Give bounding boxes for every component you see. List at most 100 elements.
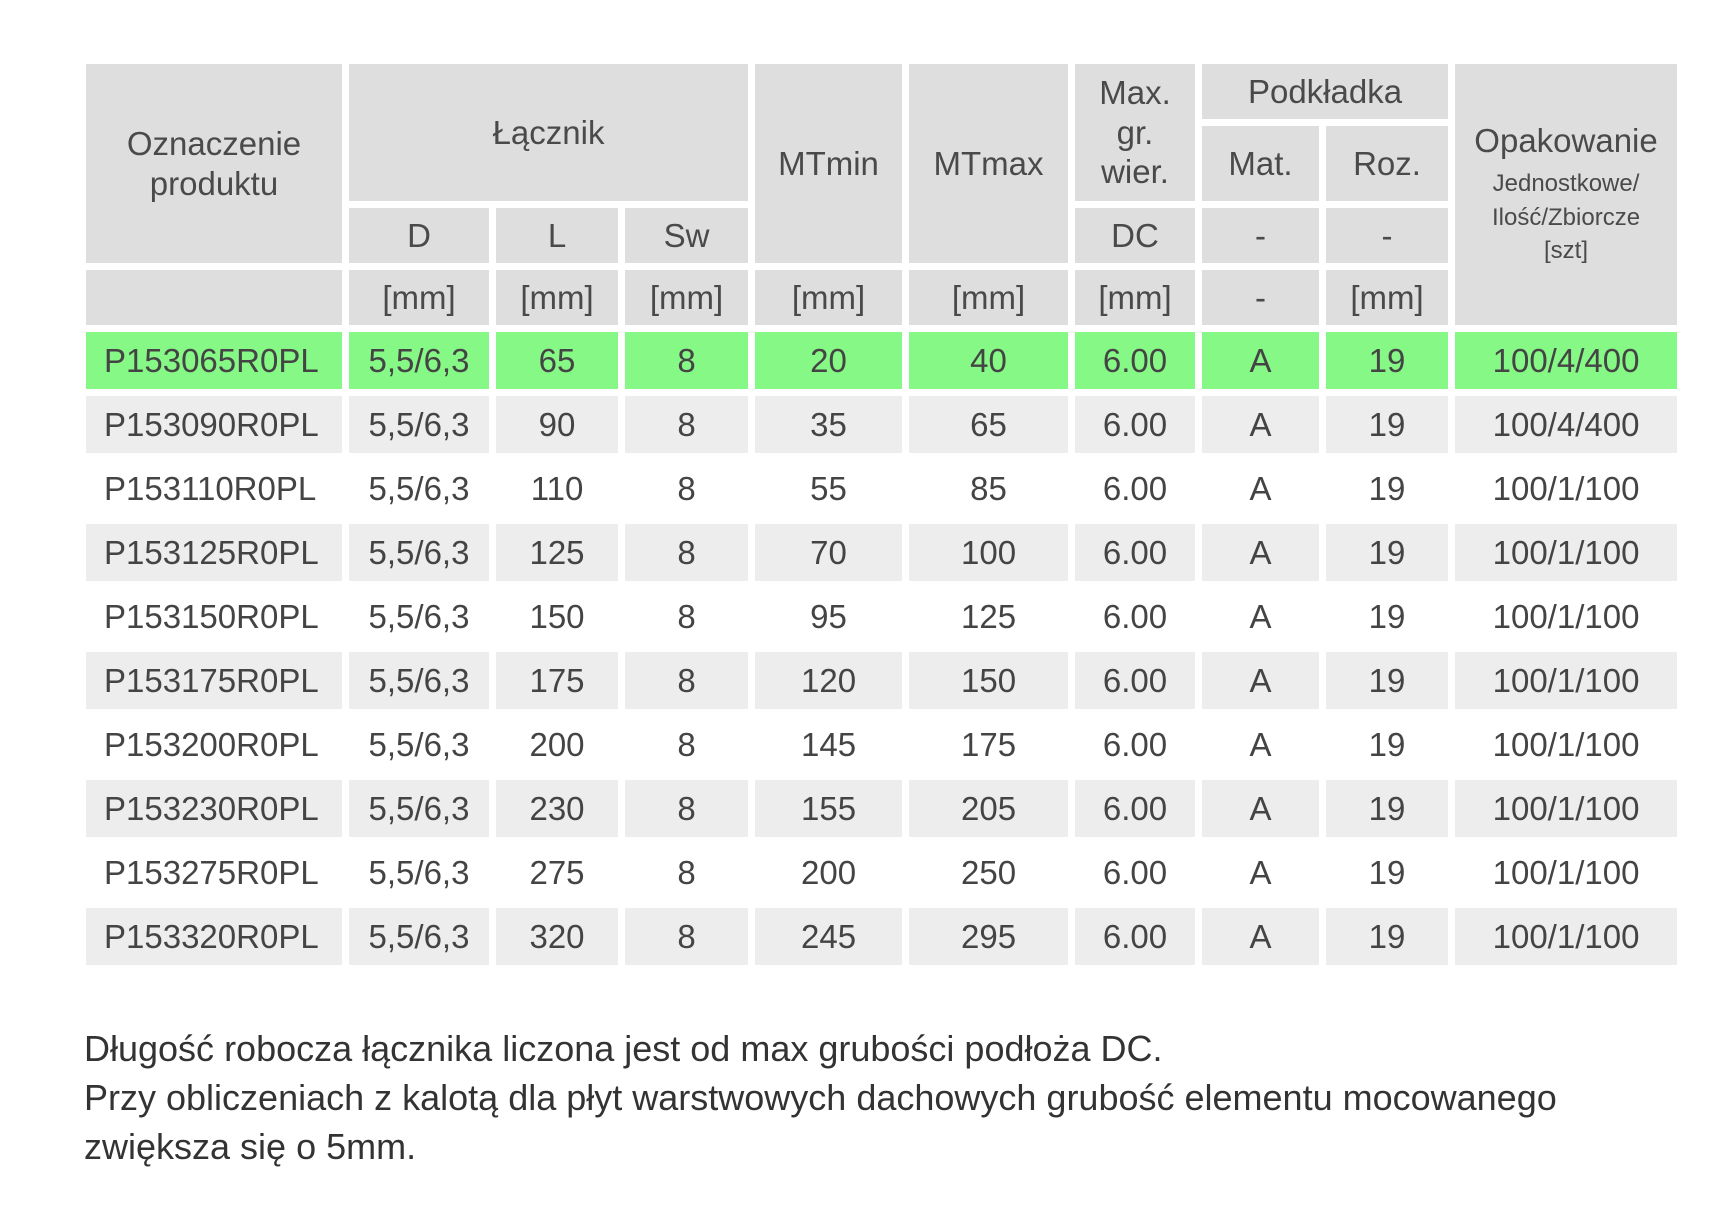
cell-code: P153125R0PL: [86, 524, 342, 581]
cell-mt-max: 125: [909, 588, 1069, 645]
cell-code: P153200R0PL: [86, 716, 342, 773]
cell-code: P153320R0PL: [86, 908, 342, 965]
cell-mat: A: [1202, 908, 1320, 965]
header-d: D: [349, 208, 489, 263]
cell-sw: 8: [625, 588, 749, 645]
cell-dc: 6.00: [1075, 780, 1196, 837]
cell-mat: A: [1202, 460, 1320, 517]
cell-mt-max: 295: [909, 908, 1069, 965]
cell-l: 230: [496, 780, 618, 837]
cell-mt-min: 200: [755, 844, 903, 901]
header-dc: DC: [1075, 208, 1196, 263]
cell-dc: 6.00: [1075, 396, 1196, 453]
cell-roz: 19: [1326, 716, 1449, 773]
cell-roz: 19: [1326, 780, 1449, 837]
cell-mat: A: [1202, 524, 1320, 581]
packaging-label: Opakowanie: [1474, 122, 1658, 160]
header-mat-sub: -: [1202, 208, 1320, 263]
header-max-thickness: Max. gr. wier.: [1075, 64, 1196, 201]
cell-pack: 100/1/100: [1455, 716, 1678, 773]
cell-mt-max: 205: [909, 780, 1069, 837]
cell-sw: 8: [625, 460, 749, 517]
cell-code: P153065R0PL: [86, 332, 342, 389]
cell-mt-max: 150: [909, 652, 1069, 709]
header-empty-cell: [86, 270, 342, 325]
cell-l: 65: [496, 332, 618, 389]
table-row: P153200R0PL 5,5/6,3 200 8 145 175 6.00 A 19 100/1…: [86, 716, 1678, 773]
cell-mat: A: [1202, 396, 1320, 453]
cell-d: 5,5/6,3: [349, 780, 489, 837]
cell-pack: 100/1/100: [1455, 780, 1678, 837]
cell-mt-min: 245: [755, 908, 903, 965]
header-mt-min: MTmin: [755, 64, 903, 263]
cell-pack: 100/1/100: [1455, 460, 1678, 517]
cell-mt-min: 120: [755, 652, 903, 709]
cell-roz: 19: [1326, 844, 1449, 901]
cell-mt-max: 100: [909, 524, 1069, 581]
cell-mat: A: [1202, 588, 1320, 645]
cell-d: 5,5/6,3: [349, 844, 489, 901]
packaging-sub-label: Jednostkowe/ Ilość/Zbiorcze [szt]: [1492, 169, 1641, 265]
cell-mat: A: [1202, 332, 1320, 389]
cell-mat: A: [1202, 844, 1320, 901]
cell-code: P153150R0PL: [86, 588, 342, 645]
cell-roz: 19: [1326, 524, 1449, 581]
unit-l: [mm]: [496, 270, 618, 325]
table-row: P153125R0PL 5,5/6,3 125 8 70 100 6.00 A 19 100/1/…: [86, 524, 1678, 581]
header-washer: Podkładka: [1202, 64, 1449, 119]
cell-d: 5,5/6,3: [349, 908, 489, 965]
cell-mt-min: 155: [755, 780, 903, 837]
header-l: L: [496, 208, 618, 263]
table-row: P153320R0PL 5,5/6,3 320 8 245 295 6.00 A 19 100/1…: [86, 908, 1678, 965]
cell-pack: 100/1/100: [1455, 844, 1678, 901]
header-roz-sub: -: [1326, 208, 1449, 263]
cell-code: P153230R0PL: [86, 780, 342, 837]
cell-mt-max: 250: [909, 844, 1069, 901]
cell-mt-max: 85: [909, 460, 1069, 517]
unit-mt-max: [mm]: [909, 270, 1069, 325]
cell-mt-min: 35: [755, 396, 903, 453]
cell-sw: 8: [625, 844, 749, 901]
cell-sw: 8: [625, 652, 749, 709]
header-mt-max: MTmax: [909, 64, 1069, 263]
cell-roz: 19: [1326, 908, 1449, 965]
unit-mat: -: [1202, 270, 1320, 325]
cell-d: 5,5/6,3: [349, 460, 489, 517]
cell-mt-min: 20: [755, 332, 903, 389]
notes: Długość robocza łącznika liczona jest od…: [84, 1024, 1684, 1171]
cell-mat: A: [1202, 780, 1320, 837]
table-body: P153065R0PL 5,5/6,3 65 8 20 40 6.00 A 19 100/4/40…: [86, 332, 1678, 965]
unit-dc: [mm]: [1075, 270, 1196, 325]
cell-mat: A: [1202, 716, 1320, 773]
table-row: P153110R0PL 5,5/6,3 110 8 55 85 6.00 A 19 100/1/1…: [86, 460, 1678, 517]
cell-l: 175: [496, 652, 618, 709]
table-row: P153065R0PL 5,5/6,3 65 8 20 40 6.00 A 19 100/4/40…: [86, 332, 1678, 389]
table-row: P153175R0PL 5,5/6,3 175 8 120 150 6.00 A 19 100/1…: [86, 652, 1678, 709]
cell-dc: 6.00: [1075, 844, 1196, 901]
cell-mt-max: 40: [909, 332, 1069, 389]
cell-l: 200: [496, 716, 618, 773]
spec-table: Oznaczenie produktu Łącznik MTmin MTmax …: [79, 57, 1684, 972]
cell-dc: 6.00: [1075, 716, 1196, 773]
unit-roz: [mm]: [1326, 270, 1449, 325]
unit-mt-min: [mm]: [755, 270, 903, 325]
cell-roz: 19: [1326, 332, 1449, 389]
cell-pack: 100/1/100: [1455, 524, 1678, 581]
cell-l: 320: [496, 908, 618, 965]
table-row: P153090R0PL 5,5/6,3 90 8 35 65 6.00 A 19 100/4/40…: [86, 396, 1678, 453]
header-sw: Sw: [625, 208, 749, 263]
cell-pack: 100/1/100: [1455, 652, 1678, 709]
cell-mt-min: 55: [755, 460, 903, 517]
cell-dc: 6.00: [1075, 908, 1196, 965]
cell-d: 5,5/6,3: [349, 652, 489, 709]
cell-l: 275: [496, 844, 618, 901]
header-packaging: Opakowanie Jednostkowe/ Ilość/Zbiorcze […: [1455, 64, 1678, 325]
header-fastener: Łącznik: [349, 64, 749, 201]
cell-code: P153090R0PL: [86, 396, 342, 453]
cell-mt-min: 145: [755, 716, 903, 773]
cell-sw: 8: [625, 332, 749, 389]
cell-d: 5,5/6,3: [349, 524, 489, 581]
cell-sw: 8: [625, 780, 749, 837]
table-row: P153150R0PL 5,5/6,3 150 8 95 125 6.00 A 19 100/1/…: [86, 588, 1678, 645]
cell-roz: 19: [1326, 460, 1449, 517]
